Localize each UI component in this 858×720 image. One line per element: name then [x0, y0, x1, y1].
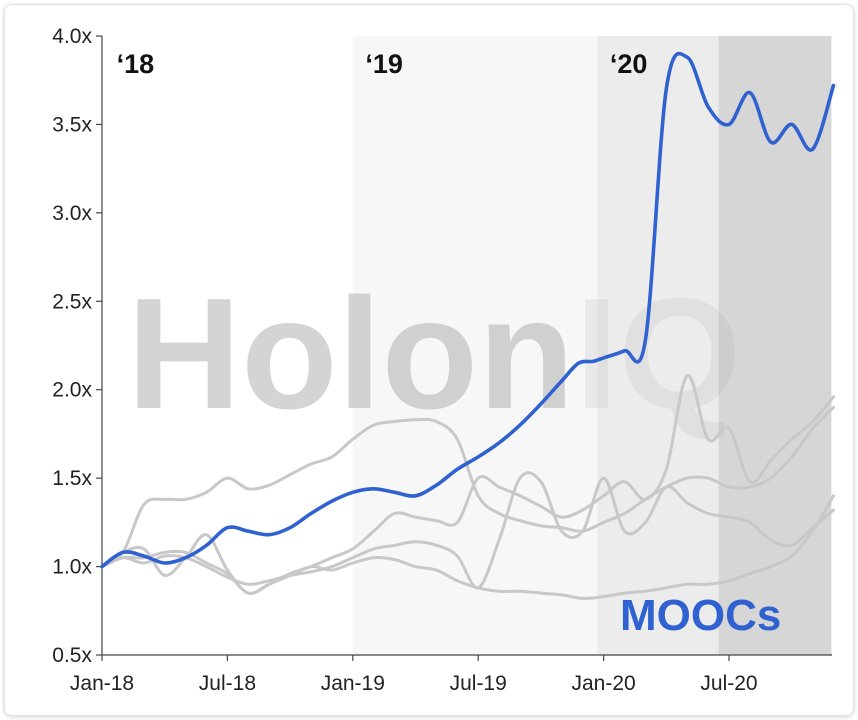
x-tick-label: Jul-18 [199, 672, 256, 695]
period-bands [102, 36, 832, 655]
series-line-other [100, 471, 835, 590]
watermark-tail: IQ [575, 266, 742, 442]
period-label: ‘19 [365, 49, 403, 79]
watermark-text: HolonIQ [127, 266, 741, 442]
period-label: ‘20 [610, 49, 648, 79]
y-tick-label: 2.0x [52, 379, 92, 402]
x-tick-label: Jan-20 [571, 672, 635, 695]
band-2019 [352, 36, 598, 655]
y-tick-label: 0.5x [52, 644, 92, 667]
y-tick-label: 2.5x [52, 290, 92, 313]
period-labels: ‘18 ‘19 ‘20 [117, 49, 648, 79]
y-tick-label: 3.0x [52, 202, 92, 225]
period-label: ‘18 [117, 49, 155, 79]
x-tick-label: Jul-20 [700, 672, 757, 695]
band-2020-late [718, 36, 832, 655]
series-line-other [100, 405, 835, 569]
x-tick-label: Jan-18 [70, 672, 134, 695]
band-2020 [597, 36, 719, 655]
y-tick-label: 3.5x [52, 113, 92, 136]
y-tick-label: 1.5x [52, 467, 92, 490]
series-line-moocs [100, 51, 836, 569]
x-tick-label: Jan-19 [321, 672, 385, 695]
watermark-main: Holon [127, 266, 575, 442]
series-lines [100, 51, 836, 600]
series-line-other [100, 494, 835, 600]
watermark: HolonIQ [127, 266, 741, 442]
x-tick-label: Jul-19 [450, 672, 507, 695]
y-tick-label: 1.0x [52, 556, 92, 579]
series-line-other [100, 374, 835, 596]
moocs-series-label: MOOCs [620, 591, 781, 640]
band-2018 [102, 36, 353, 655]
axes: 0.5x 1.0x 1.5x 2.0x 2.5x 3.0x 3.5x 4.0x Jan-18 Ju… [52, 25, 832, 695]
y-tick-label: 4.0x [52, 25, 92, 48]
